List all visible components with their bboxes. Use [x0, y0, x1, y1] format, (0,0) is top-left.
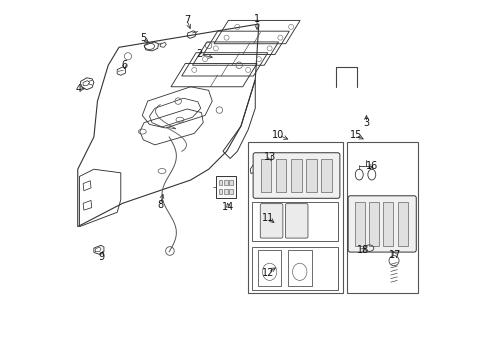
Bar — [218, 189, 222, 194]
Text: 16: 16 — [365, 161, 377, 171]
FancyBboxPatch shape — [285, 204, 307, 238]
Text: 10: 10 — [272, 130, 284, 140]
FancyBboxPatch shape — [347, 196, 415, 252]
Text: 2: 2 — [196, 49, 203, 59]
Bar — [258, 249, 281, 286]
Text: 8: 8 — [157, 200, 163, 210]
Text: 9: 9 — [98, 252, 104, 262]
Bar — [247, 142, 343, 293]
Text: 6: 6 — [121, 60, 127, 70]
Bar — [305, 159, 316, 192]
Text: 11: 11 — [261, 213, 273, 222]
Text: 4: 4 — [76, 84, 81, 94]
Bar — [224, 189, 227, 194]
Bar — [251, 247, 337, 291]
Text: 1: 1 — [253, 14, 260, 24]
FancyBboxPatch shape — [260, 204, 282, 238]
Text: 3: 3 — [363, 118, 369, 128]
Bar — [218, 180, 222, 185]
Text: 14: 14 — [222, 202, 234, 212]
Text: 5: 5 — [140, 33, 146, 43]
Text: 13: 13 — [263, 152, 275, 162]
Bar — [229, 189, 233, 194]
Text: 15: 15 — [349, 130, 361, 140]
Bar — [320, 159, 331, 192]
Text: 18: 18 — [356, 245, 368, 255]
Bar — [260, 159, 271, 192]
Bar — [290, 159, 301, 192]
Bar — [368, 202, 378, 246]
Bar — [229, 180, 233, 185]
Text: 7: 7 — [183, 15, 190, 26]
Bar — [224, 180, 227, 185]
FancyBboxPatch shape — [215, 176, 235, 198]
Bar — [287, 249, 311, 286]
Bar — [275, 159, 286, 192]
FancyBboxPatch shape — [253, 153, 339, 198]
Bar — [354, 202, 364, 246]
Bar — [346, 142, 418, 293]
Bar — [383, 202, 392, 246]
Text: 12: 12 — [261, 267, 273, 278]
Text: 17: 17 — [388, 250, 401, 260]
Bar — [251, 202, 337, 241]
Bar — [397, 202, 407, 246]
